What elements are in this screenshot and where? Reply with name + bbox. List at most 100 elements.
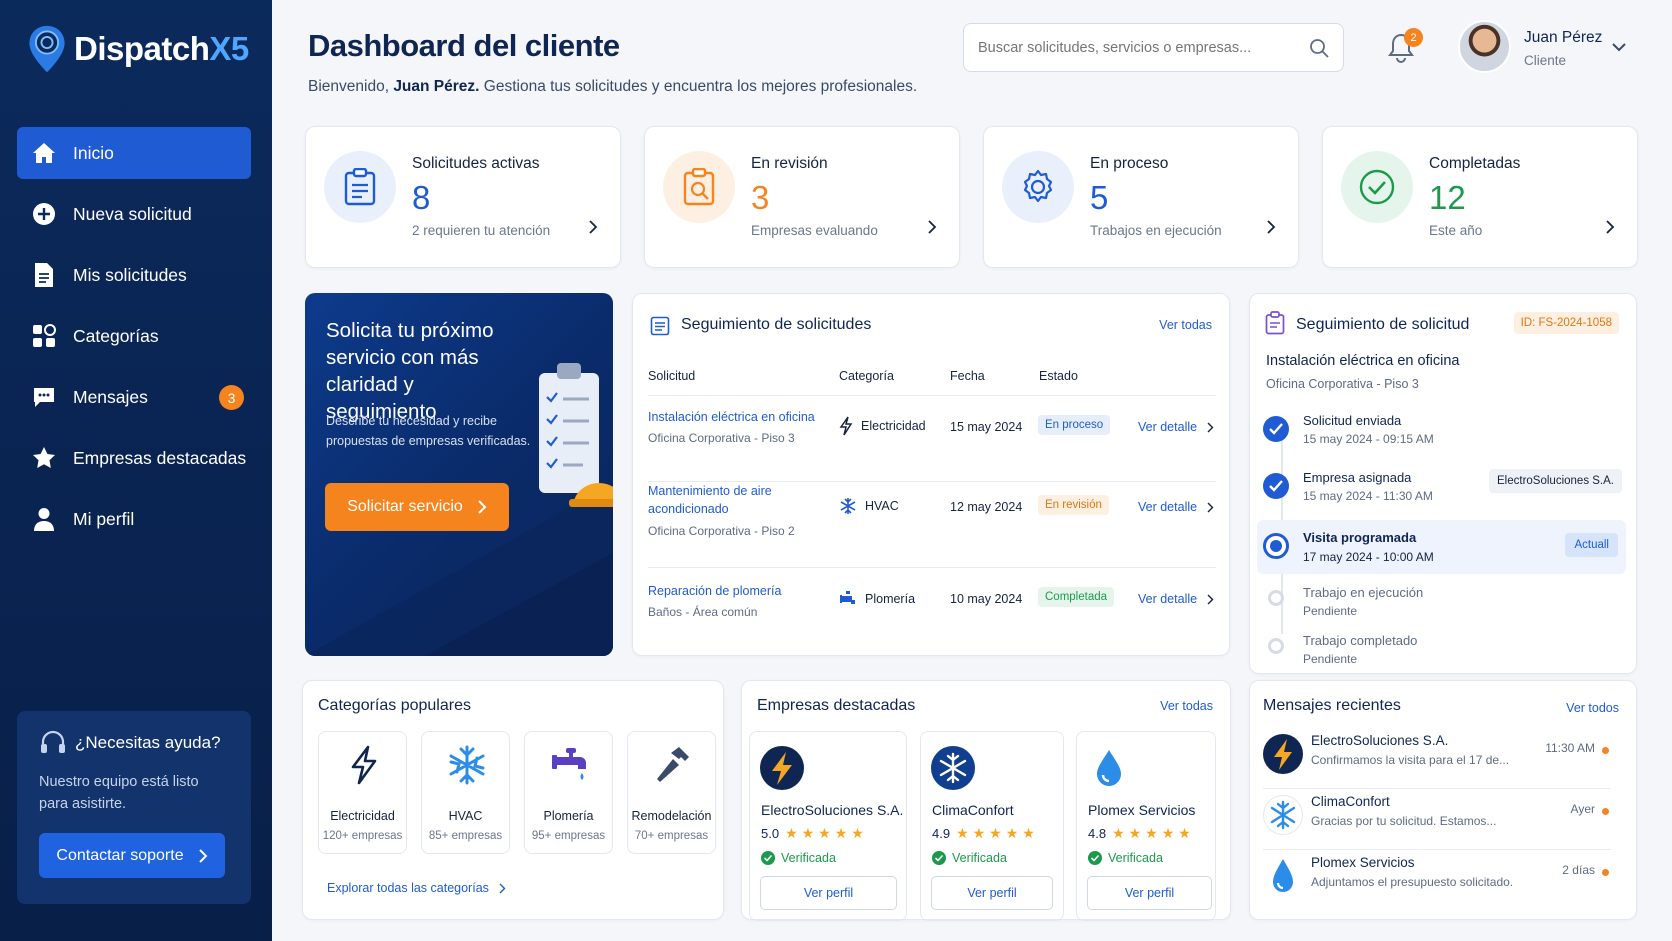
contact-support-button[interactable]: Contactar soporte bbox=[39, 833, 225, 878]
chevron-right-icon bbox=[198, 848, 208, 863]
chevron-right-icon[interactable] bbox=[588, 219, 598, 235]
chat-icon bbox=[31, 384, 57, 410]
sidebar-item-label: Mis solicitudes bbox=[73, 264, 187, 285]
chevron-right-icon bbox=[1207, 502, 1214, 512]
chevron-right-icon[interactable] bbox=[927, 219, 937, 235]
user-icon bbox=[31, 506, 57, 532]
snowflake-logo-icon bbox=[931, 746, 975, 790]
step-time: 17 may 2024 - 10:00 AM bbox=[1303, 550, 1434, 564]
message-item[interactable]: ClimaConfort Gracias por tu solicitud. E… bbox=[1263, 792, 1611, 850]
company-card[interactable]: Plomex Servicios 4.8 ★★★★★ Verificada Ver… bbox=[1076, 731, 1216, 921]
stat-card-completadas[interactable]: Completadas 12 Este año bbox=[1322, 126, 1638, 268]
view-profile-button[interactable]: Ver perfil bbox=[1087, 876, 1212, 910]
request-date: 15 may 2024 bbox=[950, 420, 1023, 434]
company-card[interactable]: ElectroSoluciones S.A. 5.0 ★★★★★ Verifica… bbox=[749, 731, 907, 921]
request-title-link[interactable]: Reparación de plomería bbox=[648, 584, 782, 598]
step-title: Trabajo en ejecución bbox=[1303, 585, 1424, 600]
step-time: 15 may 2024 - 11:30 AM bbox=[1303, 489, 1433, 503]
view-profile-button[interactable]: Ver perfil bbox=[760, 876, 897, 910]
stat-label: Solicitudes activas bbox=[412, 155, 540, 172]
sidebar-item-categorias[interactable]: Categorías bbox=[17, 310, 251, 362]
user-role: Cliente bbox=[1524, 53, 1567, 68]
water-drop-logo-icon bbox=[1087, 746, 1131, 790]
snowflake-icon bbox=[444, 742, 490, 788]
tracking-view-all-link[interactable]: Ver todas bbox=[1159, 318, 1212, 332]
unread-dot bbox=[1602, 808, 1609, 815]
request-title-link[interactable]: Instalación eléctrica en oficina bbox=[648, 410, 815, 424]
chevron-down-icon[interactable] bbox=[1612, 42, 1626, 52]
sidebar-item-label: Nueva solicitud bbox=[73, 203, 192, 224]
search-input[interactable] bbox=[978, 39, 1309, 56]
companies-title: Empresas destacadas bbox=[757, 697, 916, 714]
sidebar-item-mis-solicitudes[interactable]: Mis solicitudes bbox=[17, 249, 251, 301]
rating-stars-icon: ★★★★★ bbox=[785, 825, 868, 841]
chevron-right-icon[interactable] bbox=[1605, 219, 1615, 235]
sidebar-item-label: Inicio bbox=[73, 142, 114, 163]
sidebar-item-mi-perfil[interactable]: Mi perfil bbox=[17, 493, 251, 545]
notification-badge: 2 bbox=[1404, 28, 1423, 47]
home-icon bbox=[31, 140, 57, 166]
promo-title: Solicita tu próximo servicio con más cla… bbox=[326, 319, 494, 423]
category-tile-electricidad[interactable]: Electricidad 120+ empresas bbox=[318, 731, 407, 854]
step-title: Empresa asignada bbox=[1303, 470, 1412, 485]
view-detail-link[interactable]: Ver detalle bbox=[1138, 420, 1214, 434]
view-detail-link[interactable]: Ver detalle bbox=[1138, 500, 1214, 514]
stat-card-en-revision[interactable]: En revisión 3 Empresas evaluando bbox=[644, 126, 960, 268]
company-card[interactable]: ClimaConfort 4.9 ★★★★★ Verificada Ver per… bbox=[920, 731, 1064, 921]
column-header: Categoría bbox=[839, 369, 894, 383]
verified-badge: Verificada bbox=[761, 851, 836, 865]
bolt-icon bbox=[839, 416, 853, 436]
step-time: 15 may 2024 - 09:15 AM bbox=[1303, 432, 1434, 446]
message-item[interactable]: ElectroSoluciones S.A. Confirmamos la vi… bbox=[1263, 731, 1611, 789]
sidebar-item-mensajes[interactable]: Mensajes 3 bbox=[17, 371, 251, 423]
pending-step-icon bbox=[1268, 638, 1284, 654]
table-row[interactable]: Reparación de plomería Baños - Área comú… bbox=[648, 567, 1216, 647]
clipboard-icon bbox=[1265, 311, 1285, 335]
request-title-link[interactable]: Mantenimiento de aire acondicionado bbox=[648, 484, 772, 516]
step-title: Trabajo completado bbox=[1303, 633, 1418, 648]
request-service-button[interactable]: Solicitar servicio bbox=[325, 483, 509, 531]
sidebar-nav: Inicio Nueva solicitud Mis solicitudes C… bbox=[17, 127, 251, 554]
detail-title: Seguimiento de solicitud bbox=[1296, 316, 1470, 333]
view-profile-button[interactable]: Ver perfil bbox=[931, 876, 1053, 910]
message-time: Ayer bbox=[1570, 802, 1595, 816]
category-count: 85+ empresas bbox=[428, 830, 503, 842]
companies-view-all-link[interactable]: Ver todas bbox=[1160, 699, 1213, 713]
category-tile-remodelacion[interactable]: Remodelación 70+ empresas bbox=[627, 731, 716, 854]
bolt-logo-icon bbox=[1263, 734, 1303, 774]
status-badge: En revisión bbox=[1038, 495, 1109, 515]
explore-categories-link[interactable]: Explorar todas las categorías bbox=[327, 881, 506, 895]
document-icon bbox=[31, 262, 57, 288]
sidebar-item-inicio[interactable]: Inicio bbox=[17, 127, 251, 179]
chevron-right-icon[interactable] bbox=[1266, 219, 1276, 235]
message-item[interactable]: Plomex Servicios Adjuntamos el presupues… bbox=[1263, 853, 1611, 911]
sidebar-item-label: Categorías bbox=[73, 325, 159, 346]
brand-logo[interactable]: DispatchX5 bbox=[26, 24, 249, 74]
sidebar-item-label: Mensajes bbox=[73, 386, 148, 407]
request-location: Oficina Corporativa - Piso 2 bbox=[648, 524, 795, 538]
chevron-right-icon bbox=[1207, 594, 1214, 604]
avatar[interactable] bbox=[1458, 20, 1511, 73]
company-rating: 4.8 ★★★★★ bbox=[1088, 825, 1195, 841]
category-name: Electricidad bbox=[330, 809, 395, 823]
category-count: 95+ empresas bbox=[531, 830, 606, 842]
stat-card-solicitudes-activas[interactable]: Solicitudes activas 8 2 requieren tu ate… bbox=[305, 126, 621, 268]
category-tile-plomeria[interactable]: Plomería 95+ empresas bbox=[524, 731, 613, 854]
table-row[interactable]: Instalación eléctrica en oficina Oficina… bbox=[648, 395, 1216, 481]
sidebar-item-empresas-destacadas[interactable]: Empresas destacadas bbox=[17, 432, 251, 484]
sidebar-item-nueva-solicitud[interactable]: Nueva solicitud bbox=[17, 188, 251, 240]
check-circle-icon bbox=[1341, 151, 1413, 223]
messages-view-all-link[interactable]: Ver todos bbox=[1566, 701, 1619, 715]
view-detail-link[interactable]: Ver detalle bbox=[1138, 592, 1214, 606]
category-tile-hvac[interactable]: HVAC 85+ empresas bbox=[421, 731, 510, 854]
request-category: Electricidad bbox=[839, 416, 926, 436]
tracking-table-card: Seguimiento de solicitudes Ver todas Sol… bbox=[632, 293, 1230, 656]
request-date: 12 may 2024 bbox=[950, 500, 1023, 514]
request-date: 10 may 2024 bbox=[950, 592, 1023, 606]
table-row[interactable]: Mantenimiento de aire acondicionado Ofic… bbox=[648, 481, 1216, 567]
search-icon[interactable] bbox=[1309, 38, 1329, 58]
current-status-tag: Actuall bbox=[1565, 533, 1618, 557]
message-sender: ElectroSoluciones S.A. bbox=[1311, 733, 1449, 748]
unread-dot bbox=[1602, 747, 1609, 754]
stat-card-en-proceso[interactable]: En proceso 5 Trabajos en ejecución bbox=[983, 126, 1299, 268]
